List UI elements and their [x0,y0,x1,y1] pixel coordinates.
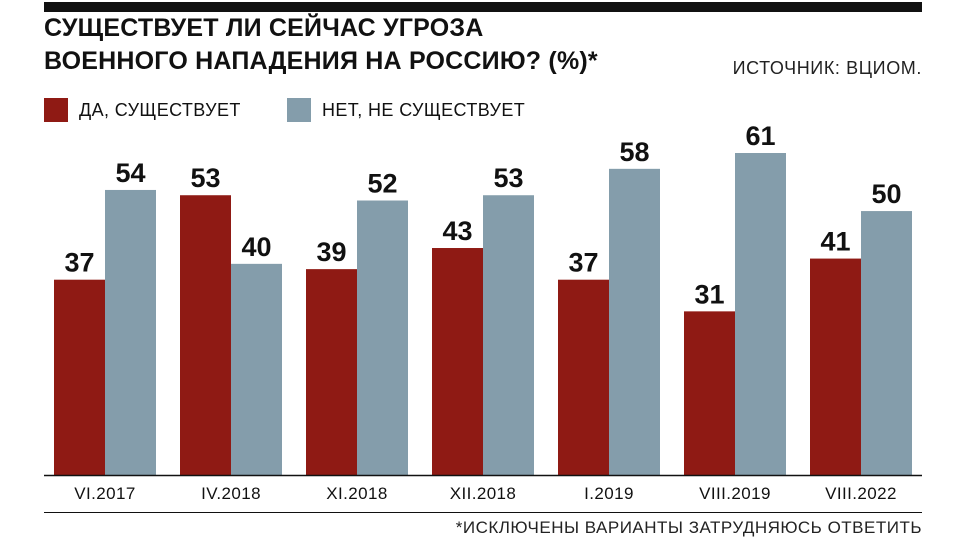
bar-yes-2 [180,195,231,476]
chart-title-line-1: СУЩЕСТВУЕТ ЛИ СЕЙЧАС УГРОЗА [44,14,484,42]
data-label-yes-6: 31 [694,279,724,309]
x-tick-label-4: XII.2018 [450,484,517,503]
x-tick-label-6: VIII.2019 [699,484,771,503]
data-label-yes-3: 39 [316,237,346,267]
x-tick-label-2: IV.2018 [201,484,261,503]
legend-label-yes: ДА, СУЩЕСТВУЕТ [79,99,241,120]
data-label-yes-7: 41 [820,227,850,257]
data-label-no-7: 50 [871,179,901,209]
legend-item-no: НЕТ, НЕ СУЩЕСТВУЕТ [287,98,525,122]
source-label: ИСТОЧНИК: ВЦИОМ. [732,58,922,78]
bar-no-5 [609,168,660,475]
bar-no-3 [357,200,408,476]
footnote: *ИСКЛЮЧЕНЫ ВАРИАНТЫ ЗАТРУДНЯЮСЬ ОТВЕТИТЬ [455,518,922,537]
legend-swatch-yes [44,98,68,122]
x-tick-label-5: I.2019 [584,484,634,503]
data-label-no-4: 53 [493,163,523,193]
data-label-no-5: 58 [619,137,649,167]
bar-no-6 [735,153,786,475]
chart-title-line-2: ВОЕННОГО НАПАДЕНИЯ НА РОССИЮ? (%)* [44,47,598,75]
data-label-yes-2: 53 [190,163,220,193]
data-label-yes-5: 37 [568,248,598,278]
data-label-no-3: 52 [367,169,397,199]
data-label-yes-4: 43 [442,216,472,246]
legend-swatch-no [287,98,311,122]
legend-label-no: НЕТ, НЕ СУЩЕСТВУЕТ [322,99,526,120]
bar-yes-7 [810,258,861,475]
x-tick-label-7: VIII.2022 [825,484,897,503]
bar-yes-1 [54,279,105,475]
x-tick-label-3: XI.2018 [326,484,387,503]
bar-no-1 [105,189,156,476]
data-label-yes-1: 37 [64,248,94,278]
bar-no-7 [861,211,912,476]
data-label-no-6: 61 [745,121,775,151]
bar-no-4 [483,195,534,476]
bar-no-2 [231,263,282,475]
bar-yes-4 [432,248,483,475]
data-label-no-1: 54 [115,158,145,188]
chart-title: СУЩЕСТВУЕТ ЛИ СЕЙЧАС УГРОЗА ВОЕННОГО НАП… [44,12,704,78]
top-rule [44,2,922,12]
x-tick-label-1: VI.2017 [74,484,135,503]
bar-yes-3 [306,269,357,475]
data-label-no-2: 40 [241,232,271,262]
bar-yes-6 [684,311,735,475]
bar-yes-5 [558,279,609,475]
legend-item-yes: ДА, СУЩЕСТВУЕТ [44,98,241,122]
